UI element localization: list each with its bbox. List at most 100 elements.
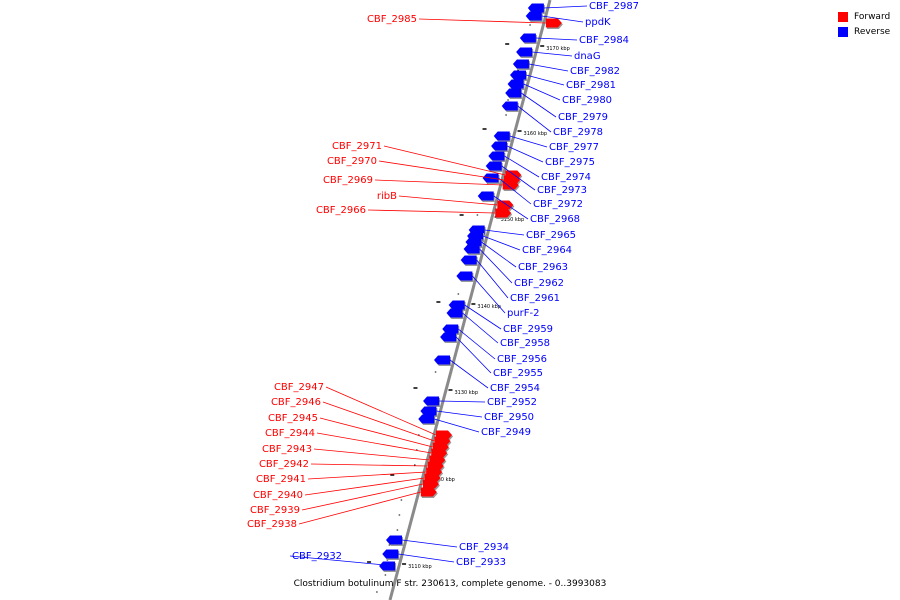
gene-label: CBF_2980 (562, 95, 612, 106)
gene-feature (418, 414, 435, 424)
scale-label: 3140 kbp (477, 304, 501, 310)
gene-label: CBF_2973 (537, 185, 587, 196)
gene-label: CBF_2933 (456, 557, 506, 568)
gene-label: CBF_2956 (497, 354, 547, 365)
gene-label: CBF_2984 (579, 35, 629, 46)
leader-line (458, 328, 496, 360)
gene-label: CBF_2942 (259, 459, 309, 470)
gene-label: CBF_2932 (292, 551, 342, 562)
leader-line (418, 18, 546, 24)
gene-label: CBF_2977 (549, 142, 599, 153)
leader-line (455, 336, 492, 374)
leader-line (383, 145, 506, 176)
gene-feature (505, 88, 522, 98)
gene-feature (501, 101, 518, 111)
leader-line (509, 135, 548, 148)
gene-label: purF-2 (507, 308, 540, 319)
gene-label: CBF_2975 (545, 157, 595, 168)
gene-label: CBF_2970 (327, 156, 377, 167)
gene-label: CBF_2987 (589, 1, 639, 12)
gene-label: CBF_2974 (541, 172, 591, 183)
gene-labels: CBF_2987 ppdK CBF_2985 CBF_2984 dnaG CBF_2982… (247, 1, 639, 568)
leader-line (434, 418, 480, 433)
gene-feature (465, 237, 482, 247)
leader-line (543, 5, 588, 9)
leader-line (462, 312, 499, 344)
leader-line (535, 37, 578, 41)
leader-line (301, 483, 424, 511)
scale-label: 3110 kbp (408, 564, 432, 570)
leader-line (378, 160, 505, 181)
leader-line (398, 195, 498, 206)
gene-label: CBF_2981 (566, 80, 616, 91)
leader-line (313, 448, 430, 461)
gene-label: CBF_2971 (332, 141, 382, 152)
leader-line (532, 51, 573, 57)
map-caption: Clostridium botulinum F str. 230613, com… (293, 579, 607, 589)
gene-feature (448, 300, 465, 310)
gene-label: CBF_2947 (274, 382, 324, 393)
leader-line (401, 539, 458, 548)
leader-line (325, 386, 437, 436)
gene-feature (510, 70, 526, 80)
legend-forward-label: Forward (854, 11, 891, 22)
gene-label: CBF_2944 (265, 428, 315, 439)
gene-feature (420, 406, 437, 416)
gene-label: CBF_2941 (256, 474, 306, 485)
leader-line (525, 74, 565, 86)
leader-line (322, 401, 435, 442)
gene-feature (491, 141, 508, 151)
gene-feature (386, 535, 402, 545)
gene-features (379, 3, 563, 572)
gene-label: CBF_2978 (553, 127, 603, 138)
leader-line (367, 209, 496, 214)
leader-line (528, 63, 569, 72)
genome-axis (388, 0, 552, 600)
gene-feature (434, 355, 450, 365)
gene-feature (463, 244, 480, 254)
leader-line (304, 477, 425, 496)
gene-feature (446, 308, 463, 318)
gene-feature (477, 191, 494, 201)
gene-label: CBF_2943 (262, 444, 312, 455)
gene-feature (507, 79, 524, 89)
legend-reverse-label: Reverse (854, 26, 891, 37)
gene-label: CBF_2934 (459, 542, 509, 553)
gene-label: CBF_2940 (253, 490, 303, 501)
legend: Forward Reverse (838, 9, 898, 39)
gene-feature (420, 487, 437, 497)
leader-line (481, 241, 517, 268)
scale-label: 3160 kbp (524, 131, 548, 137)
gene-feature (495, 208, 512, 218)
gene-feature (527, 3, 544, 13)
leader-line (439, 400, 486, 403)
gene-label: dnaG (574, 51, 601, 62)
gene-label: CBF_2945 (268, 413, 318, 424)
leader-line (476, 259, 509, 299)
leader-line (520, 92, 557, 118)
scale-label: 3130 kbp (454, 390, 478, 396)
gene-label: CBF_2954 (490, 383, 540, 394)
gene-label: CBF_2964 (522, 245, 572, 256)
leader-line (541, 15, 584, 23)
legend-item-forward: Forward (838, 9, 898, 24)
gene-feature (422, 479, 439, 489)
gene-label: CBF_2950 (484, 412, 534, 423)
leader-line (482, 235, 521, 251)
gene-label: CBF_2963 (518, 262, 568, 273)
leader-line (501, 165, 536, 191)
leader-line (319, 417, 433, 448)
leader-line (484, 229, 525, 236)
gene-label: CBF_2959 (503, 324, 553, 335)
gene-label: CBF_2969 (323, 175, 373, 186)
leader-line (472, 275, 506, 314)
gene-label: CBF_2958 (500, 338, 550, 349)
gene-label: CBF_2952 (487, 397, 537, 408)
leader-line (316, 432, 432, 454)
gene-feature (512, 59, 529, 69)
gene-label: CBF_2955 (493, 368, 543, 379)
leader-line (493, 195, 529, 220)
scale-label: 3150 kbp (501, 217, 525, 223)
leader-line (523, 83, 561, 101)
gene-label: CBF_2965 (526, 230, 576, 241)
